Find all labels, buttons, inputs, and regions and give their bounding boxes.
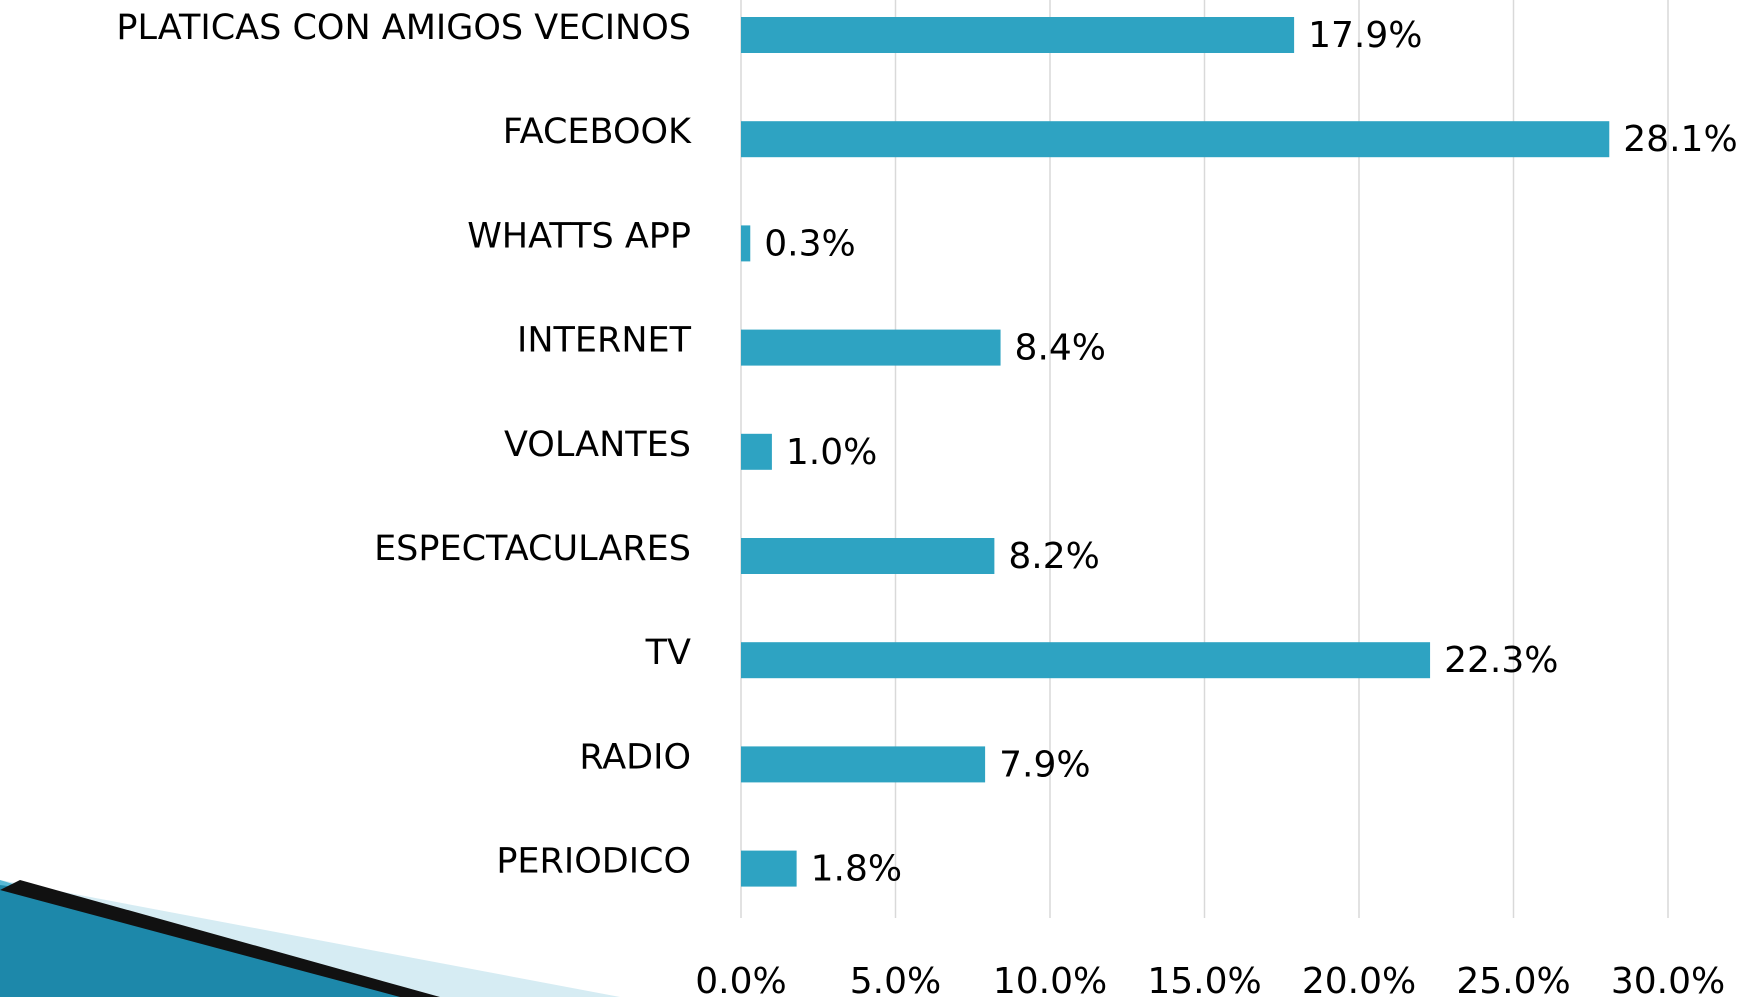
bar bbox=[741, 642, 1431, 679]
decoration bbox=[0, 880, 620, 997]
bar bbox=[741, 225, 751, 262]
value-label: 17.9% bbox=[1308, 15, 1422, 56]
value-label: 1.8% bbox=[811, 849, 902, 890]
value-label: 22.3% bbox=[1444, 640, 1558, 681]
value-label: 0.3% bbox=[764, 223, 855, 264]
y-tick-label: PERIODICO bbox=[496, 842, 691, 882]
y-tick-label: RADIO bbox=[579, 737, 691, 777]
value-label: 1.0% bbox=[786, 432, 877, 473]
bar bbox=[741, 538, 995, 574]
x-tick-label: 25.0% bbox=[1456, 961, 1570, 997]
x-tick-label: 30.0% bbox=[1611, 961, 1725, 997]
value-label: 28.1% bbox=[1623, 119, 1737, 160]
y-tick-label: INTERNET bbox=[517, 321, 692, 361]
x-tick-label: 10.0% bbox=[993, 961, 1107, 997]
x-tick-label: 15.0% bbox=[1147, 961, 1261, 997]
x-tick-label: 20.0% bbox=[1302, 961, 1416, 997]
y-tick-label: TV bbox=[645, 633, 691, 673]
x-tick-label: 5.0% bbox=[850, 961, 941, 997]
y-tick-label: FACEBOOK bbox=[503, 112, 692, 152]
bar bbox=[741, 121, 1610, 158]
bar bbox=[741, 850, 797, 887]
y-tick-label: WHATTS APP bbox=[467, 216, 691, 256]
bar bbox=[741, 746, 986, 783]
bar bbox=[741, 17, 1295, 53]
y-tick-label: ESPECTACULARES bbox=[374, 529, 691, 569]
value-label: 8.2% bbox=[1008, 536, 1099, 577]
y-tick-label: VOLANTES bbox=[504, 425, 691, 465]
value-label: 7.9% bbox=[999, 744, 1090, 785]
x-tick-label: 0.0% bbox=[695, 961, 786, 997]
value-label: 8.4% bbox=[1015, 328, 1106, 369]
y-tick-label: PLATICAS CON AMIGOS VECINOS bbox=[116, 8, 691, 48]
bar bbox=[741, 433, 772, 470]
bar bbox=[741, 329, 1001, 366]
